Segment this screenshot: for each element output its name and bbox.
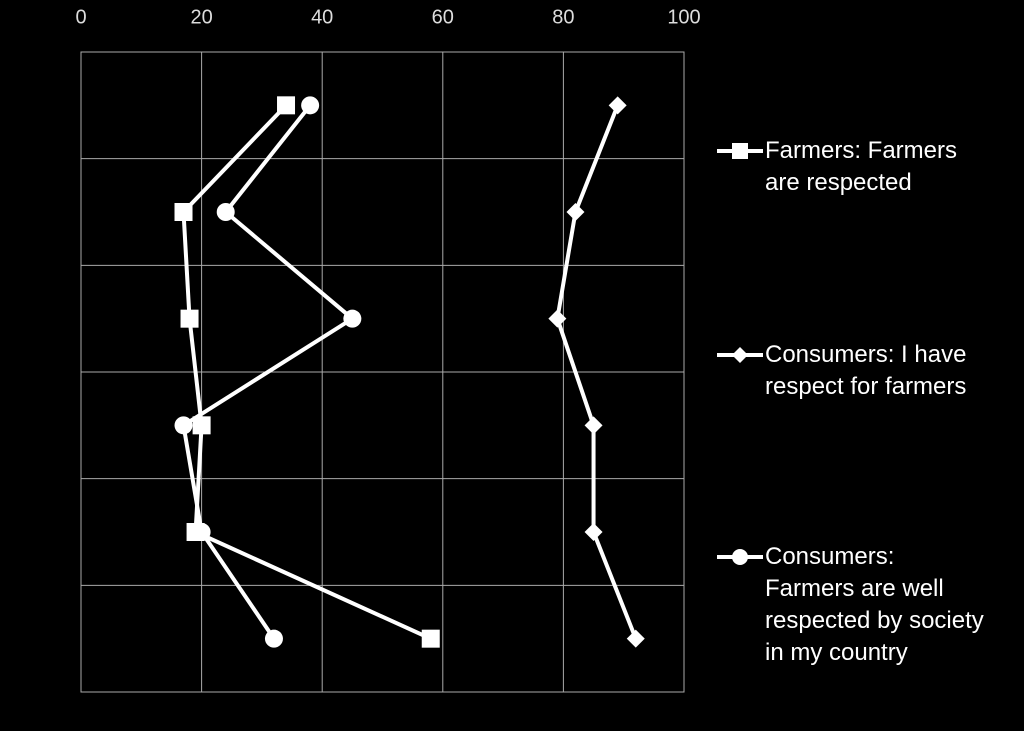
x-tick-label: 0 <box>75 6 86 28</box>
legend-label: Farmers: Farmers are respected <box>765 137 957 196</box>
series-line <box>181 104 356 640</box>
marker <box>566 203 585 221</box>
marker <box>732 143 748 159</box>
marker <box>192 416 211 435</box>
marker <box>608 96 627 115</box>
legend-entry: Consumers: I have respect for farmers <box>715 339 1015 403</box>
legend-entry: Consumers: Farmers are well respected by… <box>715 541 1015 669</box>
marker <box>584 523 603 541</box>
marker <box>732 347 748 363</box>
x-tick-label: 20 <box>190 6 212 28</box>
legend-label: Consumers: Farmers are well respected by… <box>765 543 984 666</box>
marker <box>626 629 645 648</box>
marker <box>301 96 320 115</box>
marker <box>548 309 567 328</box>
marker <box>732 549 748 565</box>
marker <box>343 309 362 328</box>
marker <box>264 629 283 648</box>
marker <box>180 309 199 328</box>
marker <box>277 96 296 115</box>
marker <box>192 523 211 541</box>
x-tick-label: 40 <box>311 6 333 28</box>
legend-entry: Farmers: Farmers are respected <box>715 135 1015 199</box>
x-tick-label: 80 <box>552 6 574 28</box>
x-tick-label: 60 <box>432 6 454 28</box>
legend-symbol <box>717 143 763 159</box>
legend-symbol <box>717 347 763 363</box>
legend-label: Consumers: I have respect for farmers <box>765 341 967 400</box>
x-tick-label: 100 <box>667 6 700 28</box>
marker <box>584 416 603 435</box>
marker <box>174 416 193 435</box>
series-line <box>555 104 638 640</box>
marker <box>174 203 193 221</box>
marker <box>421 629 440 648</box>
legend-symbol <box>717 549 763 565</box>
marker <box>216 203 235 221</box>
series-line <box>181 103 432 641</box>
